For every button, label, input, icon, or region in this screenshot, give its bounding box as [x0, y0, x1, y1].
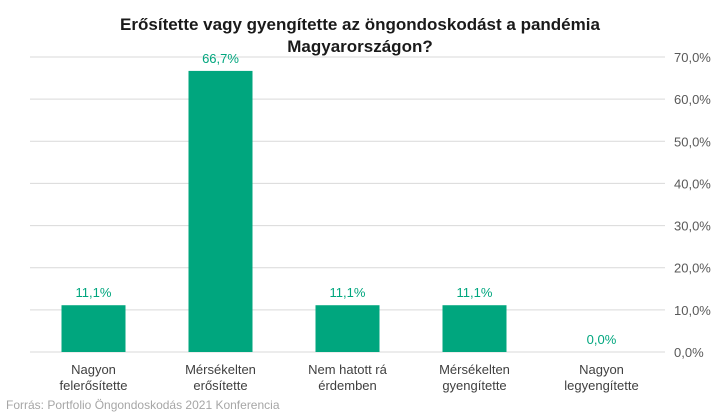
x-axis-categories: NagyonfelerősítetteMérsékeltenerősítette…	[60, 362, 639, 393]
data-labels: 11,1% 66,7% 11,1% 11,1% 0,0%	[76, 51, 617, 347]
data-label: 11,1%	[330, 285, 366, 300]
y-tick-label: 30,0%	[674, 219, 711, 234]
y-axis-ticks: 0,0% 10,0% 20,0% 30,0% 40,0% 50,0% 60,0% 70,0%	[674, 50, 711, 360]
chart-title: Erősítette vagy gyengítette az öngondosk…	[120, 15, 600, 56]
gridlines	[30, 56, 665, 353]
bar	[315, 305, 380, 352]
y-tick-label: 50,0%	[674, 134, 711, 149]
y-tick-label: 10,0%	[674, 303, 711, 318]
y-tick-label: 0,0%	[674, 345, 704, 360]
data-label: 66,7%	[202, 51, 239, 66]
x-category-label: legyengítette	[564, 378, 638, 393]
x-category-label: érdemben	[318, 378, 377, 393]
data-label: 11,1%	[76, 285, 112, 300]
data-label: 0,0%	[587, 332, 617, 347]
bar	[61, 305, 126, 352]
chart-title-line: Erősítette vagy gyengítette az öngondosk…	[120, 15, 600, 34]
y-tick-label: 70,0%	[674, 50, 711, 65]
y-tick-label: 40,0%	[674, 176, 711, 191]
chart-title-line: Magyarországon?	[287, 37, 432, 56]
x-category-label: Mérsékelten	[439, 362, 510, 377]
y-tick-label: 20,0%	[674, 261, 711, 276]
bars	[61, 70, 507, 353]
bar	[442, 305, 507, 352]
x-category-label: Nagyon	[71, 362, 116, 377]
x-category-label: Mérsékelten	[185, 362, 256, 377]
x-category-label: gyengítette	[442, 378, 506, 393]
x-category-label: erősítette	[193, 378, 247, 393]
bar	[188, 70, 253, 353]
y-tick-label: 60,0%	[674, 92, 711, 107]
source-note: Forrás: Portfolio Öngondoskodás 2021 Kon…	[6, 398, 280, 412]
x-category-label: Nagyon	[579, 362, 624, 377]
x-category-label: Nem hatott rá	[308, 362, 388, 377]
x-category-label: felerősítette	[60, 378, 128, 393]
data-label: 11,1%	[457, 285, 493, 300]
